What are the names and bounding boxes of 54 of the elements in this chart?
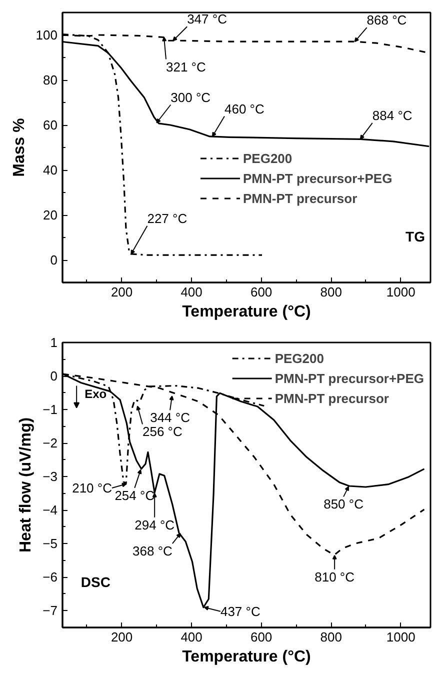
x-tick-label: 200 — [110, 284, 133, 300]
y-tick-label: −3 — [42, 469, 58, 484]
y-tick-label: −6 — [42, 570, 58, 585]
annotation: 254 °C — [114, 488, 155, 503]
y-tick-label: 60 — [43, 118, 58, 132]
annotation: 210 °C — [72, 480, 112, 496]
annotation: 227 °C — [147, 210, 188, 226]
annotation: 850 °C — [324, 496, 364, 512]
y-tick-label: −2 — [42, 436, 58, 451]
y-tick-label: −5 — [42, 536, 58, 552]
annotation: 810 °C — [314, 569, 355, 584]
x-tick-label: 200 — [110, 630, 133, 644]
annotation: 344 °C — [150, 410, 190, 426]
y-tick-label: −1 — [42, 402, 58, 418]
x-tick-label: 1000 — [386, 630, 416, 644]
annotation: 300 °C — [170, 90, 211, 105]
x-axis-title: Temperature (°C) — [182, 648, 311, 666]
annotation: 368 °C — [132, 544, 172, 559]
legend-label: PEG200 — [243, 150, 292, 166]
annotation: 347 °C — [187, 12, 227, 27]
x-tick-label: 600 — [250, 284, 272, 300]
y-tick-label: 100 — [36, 28, 58, 42]
y-tick-label: −7 — [42, 603, 58, 618]
y-tick-label: 20 — [43, 208, 58, 222]
y-tick-label: 40 — [43, 162, 58, 178]
annotation: 437 °C — [220, 604, 260, 619]
annotation: 256 °C — [142, 424, 182, 440]
legend-label: PMN-PT precursor — [243, 190, 358, 206]
annotation: Exo — [84, 386, 107, 401]
x-tick-label: 400 — [180, 630, 202, 644]
x-tick-label: 800 — [320, 284, 342, 300]
annotation: 294 °C — [134, 517, 175, 532]
annotation: 460 °C — [224, 101, 264, 116]
annotation: 884 °C — [372, 108, 412, 123]
y-tick-label: 1 — [50, 335, 58, 350]
annotation: TG — [406, 228, 426, 245]
x-tick-label: 800 — [320, 630, 342, 644]
x-tick-label: 400 — [180, 284, 202, 300]
y-tick-label: −4 — [42, 502, 58, 518]
y-tick-label: 80 — [43, 72, 58, 88]
y-axis-title: Mass % — [10, 118, 28, 177]
x-tick-label: 600 — [250, 630, 272, 644]
y-tick-label: 0 — [50, 252, 58, 268]
x-axis-title: Temperature (°C) — [182, 304, 311, 320]
legend-label: PEG200 — [274, 350, 324, 366]
legend-label: PMN-PT precursor+PEG — [274, 370, 424, 386]
y-tick-label: 0 — [50, 368, 58, 384]
y-axis-title: Heat flow (uV/mg) — [18, 417, 35, 553]
legend-label: PMN-PT precursor+PEG — [243, 170, 392, 186]
x-tick-label: 1000 — [386, 284, 416, 300]
annotation: DSC — [80, 574, 110, 590]
legend-label: PMN-PT precursor — [274, 390, 389, 406]
annotation: 321 °C — [166, 59, 206, 74]
annotation: 868 °C — [366, 12, 407, 28]
